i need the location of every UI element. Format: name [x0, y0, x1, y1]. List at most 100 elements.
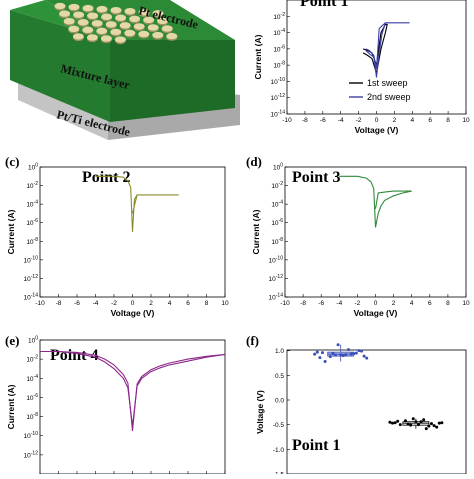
data-point: [398, 423, 402, 427]
y-tick-label: 100: [28, 336, 38, 345]
x-axis-title: Voltage (V): [355, 125, 399, 135]
x-tick-label: -10: [280, 300, 290, 307]
panel-b-point1-iv: -10 -8 -6 -4 -2 0 2 4 6 8 10 10-14 10-12 10-10 10-8 10-…: [253, 0, 470, 135]
panel-title: Point 2: [82, 169, 130, 186]
panel-c-point2-iv: -10 -8 -6 -4 -2 0 2 4 6 8 10 100 10-2 10-4 10-6 10-8 10-…: [5, 154, 229, 318]
x-tick-label: -10: [35, 300, 45, 307]
legend-label: 2nd sweep: [367, 92, 411, 102]
x-tick-label: 8: [205, 300, 209, 307]
panel-letter: (d): [246, 154, 262, 169]
electrode-pad: [63, 18, 75, 25]
y-tick-label: 10-10: [271, 77, 286, 86]
y-tick-label: 10-2: [26, 355, 38, 364]
electrode-pad: [143, 16, 155, 24]
y-tick-label: 10-8: [26, 412, 38, 421]
y-tick-label: 10-4: [26, 374, 38, 383]
data-point: [424, 427, 428, 431]
y-tick-label: 10-12: [271, 93, 286, 102]
electrode-pad: [59, 10, 71, 17]
x-tick-label: 10: [221, 300, 229, 307]
electrode-pad: [114, 36, 126, 43]
data-point: [352, 352, 356, 356]
y-tick-label: 0.0: [275, 398, 284, 405]
y-axis-title: Current (A): [6, 384, 16, 429]
data-point: [432, 424, 436, 428]
y-tick-label: 10-12: [24, 274, 39, 283]
y-tick-label: 10-6: [271, 218, 283, 227]
electrode-pad: [72, 33, 84, 40]
data-point: [347, 348, 350, 352]
series-line-2: [365, 22, 410, 78]
y-tick-label: 10-2: [273, 12, 285, 21]
electrode-pad: [68, 25, 80, 32]
x-tick-label: 0: [131, 300, 135, 307]
data-point: [393, 421, 397, 425]
data-point: [354, 351, 358, 355]
y-tick-label: -0.5: [273, 422, 285, 429]
y-tick-label: 10-2: [26, 181, 38, 190]
electrode-pad: [152, 31, 164, 39]
panel-title: Point 3: [292, 169, 340, 186]
y-tick-label: 10-8: [271, 237, 283, 246]
x-tick-label: -8: [300, 300, 306, 307]
data-point: [331, 352, 335, 356]
data-point: [416, 423, 420, 427]
x-tick-label: -4: [338, 117, 344, 124]
data-point: [344, 353, 348, 357]
data-point: [427, 424, 431, 428]
x-tick-label: 10: [462, 300, 470, 307]
data-point: [323, 360, 327, 364]
x-tick-label: -2: [355, 300, 361, 307]
electrode-pad: [82, 26, 94, 34]
y-axis-title: Current (A): [253, 34, 263, 79]
data-point: [429, 422, 433, 426]
data-point: [396, 419, 400, 423]
panel-letter: (e): [5, 333, 19, 348]
x-tick-label: 2: [392, 300, 396, 307]
data-point: [414, 420, 418, 424]
x-tick-label: -6: [74, 300, 80, 307]
data-point: [334, 353, 337, 357]
x-tick-label: -6: [318, 300, 324, 307]
electrode-pad: [133, 23, 145, 30]
data-point: [313, 352, 317, 356]
x-tick-label: 8: [446, 300, 450, 307]
y-tick-label: 10-4: [26, 200, 38, 209]
electrode-pad: [96, 27, 108, 35]
data-point: [365, 356, 369, 360]
electrode-pad: [115, 14, 127, 21]
x-tick-label: -10: [282, 117, 292, 124]
electrode-pad: [68, 3, 80, 11]
top-electrode-array: [54, 2, 178, 45]
series-line-2: [40, 350, 226, 427]
x-tick-label: 0: [374, 300, 378, 307]
x-tick-label: 2: [149, 300, 153, 307]
electrode-pad: [77, 19, 89, 26]
data-point: [388, 420, 392, 424]
data-point: [362, 354, 366, 358]
plot-frame: [284, 166, 467, 298]
x-tick-label: -4: [336, 300, 342, 307]
data-point: [321, 351, 324, 355]
electrode-pad: [96, 5, 108, 13]
legend-label: 1st sweep: [367, 78, 408, 88]
mixture-right-face: [110, 40, 235, 122]
panel-f-point1-voltage-box: (f)1.00.50.0-0.5-1.0-1.5Voltage (V)Point…: [246, 333, 467, 479]
electrode-pad: [166, 32, 178, 40]
plot-frame: [286, 349, 467, 475]
mixture-front-face: [10, 10, 110, 122]
x-tick-label: -8: [302, 117, 308, 124]
data-point: [315, 350, 319, 354]
data-point: [411, 417, 415, 421]
series-line-1: [95, 175, 179, 233]
panel-e-point4-iv: 100 10-2 10-4 10-6 10-8 10-10 10-12 Current (A)…: [5, 333, 226, 475]
data-point: [390, 421, 394, 425]
y-tick-label: 10-6: [26, 218, 38, 227]
electrode-pad: [147, 24, 159, 31]
panel-title: Point 1: [300, 0, 348, 10]
x-tick-label: 10: [462, 117, 470, 124]
electrode-pad: [157, 17, 169, 25]
y-tick-label: 10-10: [269, 255, 284, 264]
